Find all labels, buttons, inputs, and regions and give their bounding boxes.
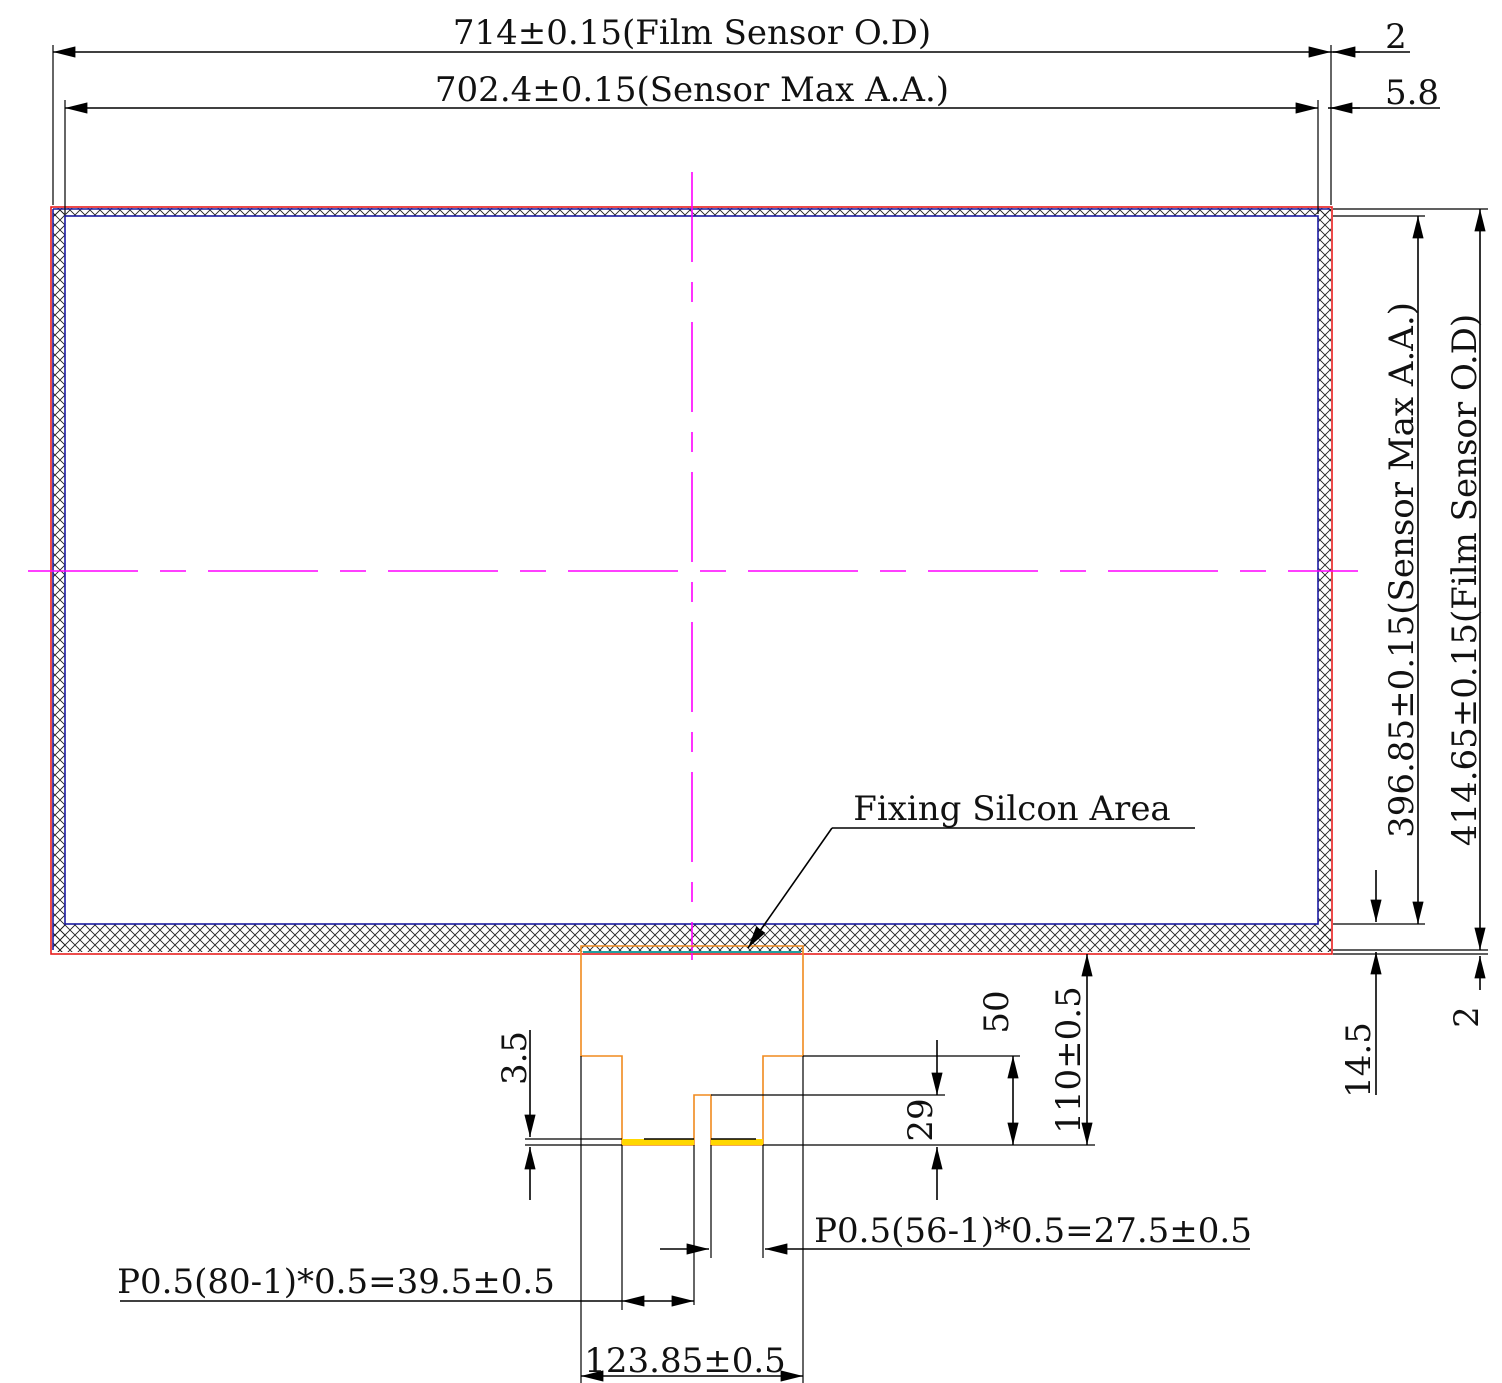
dim-tail-width: [580, 1056, 804, 1383]
dim-aa-width: [64, 100, 1440, 214]
label-right-gap-top: 2: [1385, 17, 1407, 57]
label-finger-length: 29: [901, 1098, 941, 1141]
label-pitch-left: P0.5(80-1)*0.5=39.5±0.5: [117, 1262, 555, 1302]
dim-pitch-left: [120, 1145, 694, 1310]
dim-pitch-right: [660, 1145, 1250, 1305]
label-tail-width: 123.85±0.5: [584, 1341, 786, 1381]
fpc-tail: [580, 945, 804, 1146]
dim-film-height: [1333, 208, 1488, 990]
center-lines: [28, 172, 1358, 960]
label-tail-step: 50: [977, 990, 1017, 1033]
label-fixing-silicon: Fixing Silcon Area: [853, 789, 1170, 829]
contact-pad-left: [622, 1139, 694, 1145]
contact-pad-right: [711, 1139, 763, 1145]
label-bottom-gap: 2: [1447, 1006, 1487, 1028]
label-contact-depth: 3.5: [495, 1031, 535, 1085]
dim-finger-length: [711, 1040, 945, 1200]
dim-tail-offset: [763, 954, 1095, 1146]
dim-contact-depth: [524, 1030, 622, 1200]
dim-film-width: [52, 45, 1410, 205]
label-film-height: 414.65±0.15(Film Sensor O.D): [1445, 314, 1485, 846]
label-aa-width: 702.4±0.15(Sensor Max A.A.): [435, 70, 949, 110]
label-aa-height: 396.85±0.15(Sensor Max A.A.): [1382, 302, 1422, 838]
label-tail-offset: 110±0.5: [1049, 986, 1089, 1133]
fixing-leader: [747, 827, 1195, 949]
label-film-width: 714±0.15(Film Sensor O.D): [453, 13, 931, 53]
dim-tail-step: [803, 1055, 1020, 1145]
label-pitch-right: P0.5(56-1)*0.5=27.5±0.5: [814, 1211, 1252, 1251]
dim-aa-height: [1333, 215, 1425, 925]
label-right-gap-aa: 5.8: [1385, 73, 1439, 113]
label-bottom-border: 14.5: [1339, 1022, 1379, 1098]
